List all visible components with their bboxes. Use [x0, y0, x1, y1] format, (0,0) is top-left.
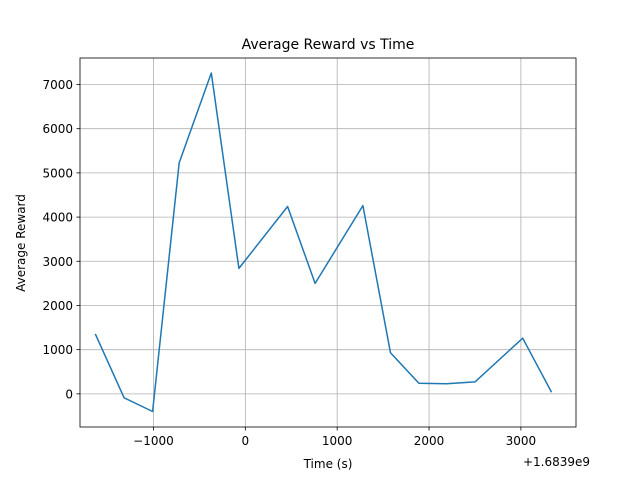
y-axis: 0 1000 2000 3000 4000 5000 6000 7000 — [42, 78, 80, 401]
x-tick-label: −1000 — [133, 434, 174, 448]
x-tick-label: 1000 — [322, 434, 353, 448]
y-tick-label: 3000 — [42, 255, 73, 269]
x-axis-label: Time (s) — [303, 457, 353, 471]
series-line — [94, 72, 553, 413]
series-layer — [94, 72, 553, 413]
x-tick-label: 0 — [242, 434, 250, 448]
x-tick-label: 2000 — [414, 434, 445, 448]
y-axis-label: Average Reward — [14, 194, 28, 292]
x-axis: −1000 0 1000 2000 3000 — [133, 427, 536, 448]
y-tick-label: 7000 — [42, 78, 73, 92]
y-tick-label: 1000 — [42, 343, 73, 357]
y-tick-label: 5000 — [42, 166, 73, 180]
plot-frame — [79, 57, 577, 428]
chart-title: Average Reward vs Time — [242, 37, 415, 53]
y-tick-label: 2000 — [42, 299, 73, 313]
y-tick-label: 0 — [65, 387, 73, 401]
y-tick-label: 6000 — [42, 122, 73, 136]
x-tick-label: 3000 — [506, 434, 537, 448]
x-axis-offset-label: +1.6839e9 — [523, 455, 590, 469]
y-tick-label: 4000 — [42, 211, 73, 225]
grid — [80, 58, 576, 427]
